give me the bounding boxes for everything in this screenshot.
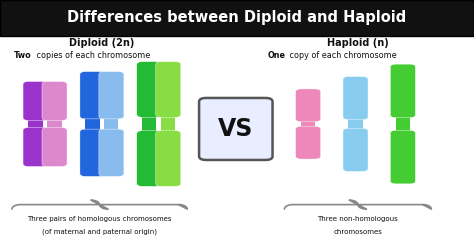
FancyBboxPatch shape xyxy=(156,62,181,117)
FancyBboxPatch shape xyxy=(303,118,313,130)
FancyBboxPatch shape xyxy=(47,115,62,133)
FancyBboxPatch shape xyxy=(391,64,415,118)
FancyBboxPatch shape xyxy=(161,112,175,136)
FancyBboxPatch shape xyxy=(142,112,156,136)
FancyBboxPatch shape xyxy=(396,112,410,136)
Text: Diploid (2n): Diploid (2n) xyxy=(69,38,135,48)
Text: Differences between Diploid and Haploid: Differences between Diploid and Haploid xyxy=(67,10,407,25)
FancyBboxPatch shape xyxy=(99,129,124,176)
FancyBboxPatch shape xyxy=(296,126,320,159)
FancyBboxPatch shape xyxy=(42,127,67,166)
FancyBboxPatch shape xyxy=(145,114,154,134)
FancyBboxPatch shape xyxy=(23,127,48,166)
Text: (of maternal and paternal origin): (of maternal and paternal origin) xyxy=(42,229,157,235)
FancyBboxPatch shape xyxy=(107,116,116,132)
FancyBboxPatch shape xyxy=(301,116,315,132)
Text: chromosomes: chromosomes xyxy=(333,229,383,235)
Text: VS: VS xyxy=(219,117,254,141)
FancyBboxPatch shape xyxy=(23,82,48,121)
FancyBboxPatch shape xyxy=(199,98,273,160)
Text: One: One xyxy=(268,51,286,60)
FancyBboxPatch shape xyxy=(398,114,408,134)
FancyBboxPatch shape xyxy=(137,62,162,117)
Text: Three pairs of homologous chromosomes: Three pairs of homologous chromosomes xyxy=(27,217,172,222)
FancyBboxPatch shape xyxy=(391,130,415,184)
FancyBboxPatch shape xyxy=(137,131,162,186)
FancyBboxPatch shape xyxy=(0,0,474,36)
FancyBboxPatch shape xyxy=(85,114,100,134)
FancyBboxPatch shape xyxy=(28,115,43,133)
FancyBboxPatch shape xyxy=(50,117,59,131)
FancyBboxPatch shape xyxy=(99,72,124,119)
Text: copy of each chromosome: copy of each chromosome xyxy=(287,51,396,60)
FancyBboxPatch shape xyxy=(156,131,181,186)
Text: copies of each chromosome: copies of each chromosome xyxy=(34,51,150,60)
Text: Haploid (n): Haploid (n) xyxy=(327,38,389,48)
FancyBboxPatch shape xyxy=(164,114,173,134)
FancyBboxPatch shape xyxy=(80,129,105,176)
Text: Two: Two xyxy=(14,51,32,60)
FancyBboxPatch shape xyxy=(88,116,97,132)
FancyBboxPatch shape xyxy=(31,117,40,131)
FancyBboxPatch shape xyxy=(296,89,320,122)
FancyBboxPatch shape xyxy=(343,128,368,171)
Text: Three non-homologous: Three non-homologous xyxy=(318,217,398,222)
FancyBboxPatch shape xyxy=(42,82,67,121)
FancyBboxPatch shape xyxy=(343,77,368,120)
FancyBboxPatch shape xyxy=(80,72,105,119)
FancyBboxPatch shape xyxy=(348,114,363,134)
FancyBboxPatch shape xyxy=(104,114,118,134)
FancyBboxPatch shape xyxy=(351,116,360,132)
